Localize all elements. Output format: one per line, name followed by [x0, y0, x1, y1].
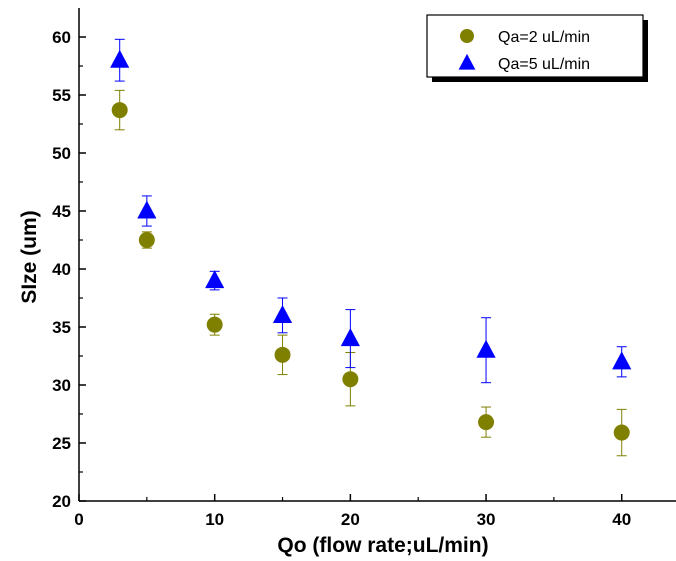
- axis-labels: Qo (flow rate;uL/min) SIze (um): [18, 210, 489, 557]
- y-tick-label: 50: [52, 144, 71, 163]
- x-tick-label: 10: [205, 510, 224, 529]
- y-tick-label: 25: [52, 434, 71, 453]
- y-tick-label: 45: [52, 202, 71, 221]
- data-point: [342, 371, 359, 388]
- x-tick-label: 40: [612, 510, 631, 529]
- data-point: [206, 316, 223, 333]
- y-tick-label: 30: [52, 376, 71, 395]
- y-tick-label: 55: [52, 86, 71, 105]
- legend-marker: [460, 29, 474, 43]
- y-tick-label: 20: [52, 492, 71, 511]
- data-point: [137, 200, 157, 219]
- series-2: [110, 38, 632, 384]
- x-tick-label: 30: [477, 510, 496, 529]
- x-tick-label: 0: [74, 510, 83, 529]
- data-point: [138, 232, 155, 248]
- legend: Qa=2 uL/min Qa=5 uL/min: [426, 14, 648, 82]
- data-point: [340, 328, 360, 347]
- legend-label: Qa=2 uL/min: [498, 29, 590, 46]
- data-point: [272, 304, 293, 323]
- data-point: [478, 414, 495, 431]
- data-point: [111, 102, 128, 119]
- data-point: [274, 346, 291, 363]
- data-point: [613, 424, 630, 441]
- y-tick-label: 60: [52, 28, 71, 47]
- y-axis-title: SIze (um): [18, 210, 41, 303]
- data-point: [110, 49, 130, 68]
- x-tick-label: 20: [341, 510, 360, 529]
- series-layer: [110, 38, 632, 457]
- x-axis-title: Qo (flow rate;uL/min): [277, 534, 488, 557]
- data-point: [476, 339, 496, 358]
- legend-marker: [458, 53, 476, 70]
- plot-area: 0 10 20 30 40 20 25 30 35 40 45 50 55 60: [52, 8, 676, 529]
- y-tick-label: 35: [52, 318, 71, 337]
- series-1: [111, 89, 630, 457]
- data-point: [205, 270, 225, 289]
- y-tick-label: 40: [52, 260, 71, 279]
- data-point: [612, 351, 632, 370]
- legend-label: Qa=5 uL/min: [498, 56, 590, 73]
